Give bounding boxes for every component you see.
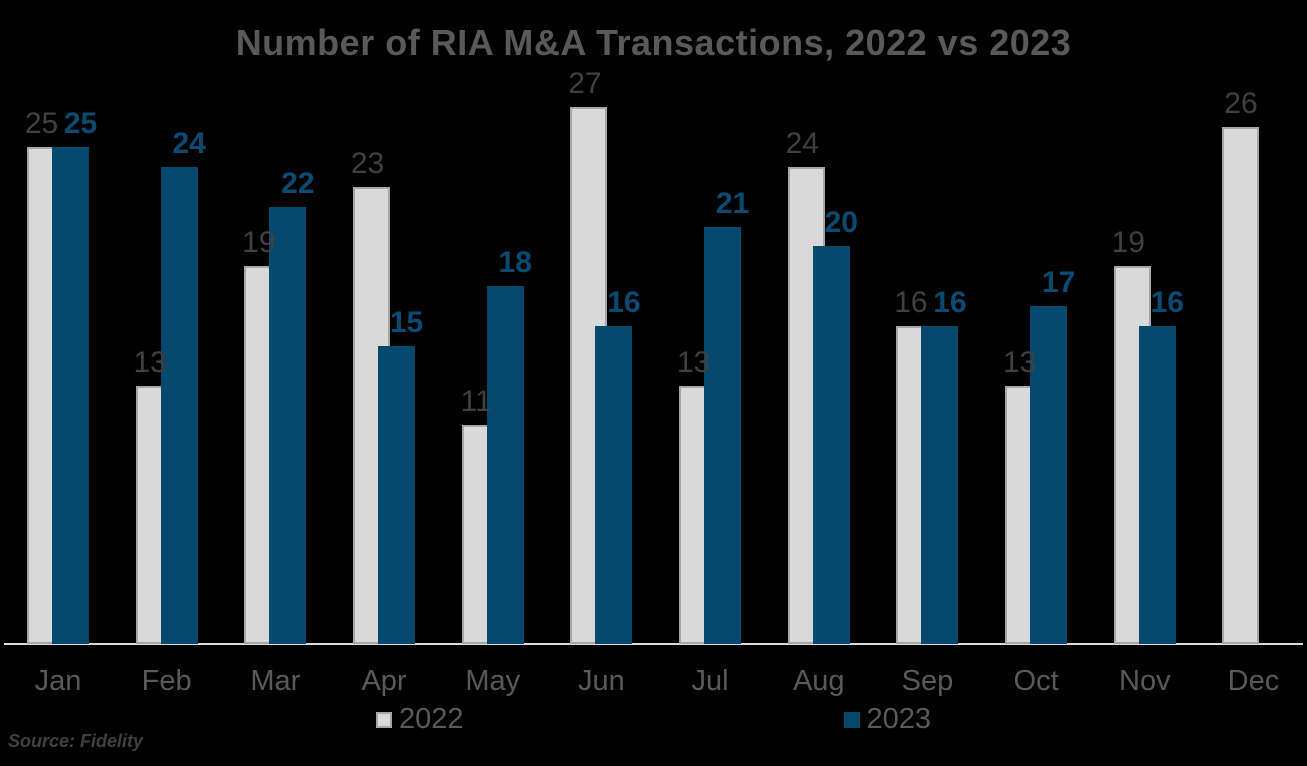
value-label-2023-jul: 21	[715, 186, 750, 220]
month-label-dec: Dec	[1227, 665, 1280, 697]
value-label-2023-jan: 25	[63, 107, 98, 140]
value-label-2022-may: 11	[460, 385, 492, 419]
value-label-2023-nov: 16	[1150, 285, 1184, 319]
legend-label-2022: 2022	[398, 703, 464, 735]
value-label-2022-aug: 24	[785, 126, 819, 160]
value-label-2023-apr: 15	[389, 305, 424, 339]
value-label-2022-mar: 19	[242, 226, 276, 260]
month-label-nov: Nov	[1119, 665, 1171, 697]
month-label-aug: Aug	[792, 665, 845, 697]
bar-2023-mar	[269, 206, 307, 644]
value-label-2022-apr: 23	[350, 146, 385, 180]
value-label-2023-may: 18	[498, 246, 532, 280]
legend: 2022 2023	[0, 705, 1307, 734]
bar-2023-nov	[1138, 325, 1176, 644]
chart-title: Number of RIA M&A Transactions, 2022 vs …	[235, 22, 1072, 63]
legend-item-2023: 2023	[843, 703, 932, 735]
month-label-apr: Apr	[361, 665, 407, 697]
value-label-2023-sep: 16	[933, 285, 967, 319]
value-label-2022-jun: 27	[568, 67, 602, 101]
value-label-2023-oct: 17	[1041, 266, 1076, 300]
bar-2023-oct	[1030, 306, 1068, 644]
legend-swatch-2023-icon	[843, 711, 860, 728]
value-label-2023-jun: 16	[607, 285, 641, 319]
value-label-2022-dec: 26	[1224, 87, 1258, 121]
value-label-2023-mar: 22	[281, 166, 315, 200]
month-label-may: May	[465, 665, 521, 697]
month-label-jan: Jan	[34, 665, 82, 697]
legend-label-2023: 2023	[866, 703, 932, 735]
month-label-mar: Mar	[250, 665, 301, 697]
bar-2023-jan	[52, 147, 89, 644]
legend-swatch-2022-icon	[375, 711, 392, 728]
month-label-jun: Jun	[578, 665, 625, 697]
value-label-2022-sep: 16	[894, 285, 928, 319]
bar-2023-sep	[921, 325, 959, 644]
bar-2023-may	[486, 286, 524, 644]
value-label-2022-nov: 19	[1111, 226, 1145, 260]
value-label-2023-feb: 24	[172, 126, 206, 160]
bar-2023-jul	[704, 226, 742, 644]
source-note: Source: Fidelity	[8, 731, 144, 751]
month-label-jul: Jul	[691, 665, 729, 697]
bar-2023-jun	[595, 325, 633, 644]
value-label-2022-jan: 25	[24, 107, 59, 140]
value-label-2022-oct: 13	[1002, 345, 1037, 379]
bar-2023-feb	[160, 166, 198, 644]
month-label-feb: Feb	[141, 665, 192, 697]
bar-2022-dec	[1222, 127, 1260, 644]
legend-item-2022: 2022	[375, 703, 464, 735]
bar-2023-aug	[812, 246, 850, 644]
x-axis-line	[4, 643, 1303, 645]
month-label-sep: Sep	[901, 665, 954, 697]
value-label-2022-feb: 13	[133, 345, 167, 379]
bar-2023-apr	[378, 345, 416, 644]
month-label-oct: Oct	[1013, 665, 1059, 697]
value-label-2022-jul: 13	[676, 345, 711, 379]
value-label-2023-aug: 20	[824, 206, 858, 240]
